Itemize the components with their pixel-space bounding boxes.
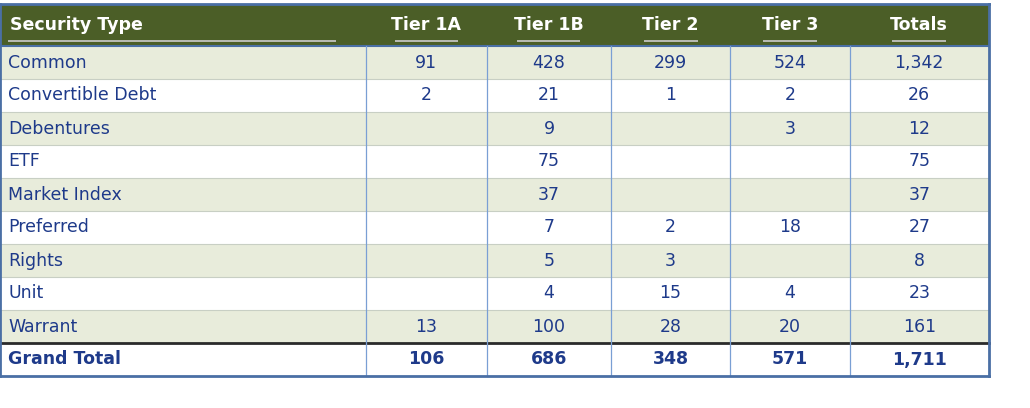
Text: Totals: Totals — [890, 16, 949, 34]
Bar — [0, 79, 989, 112]
Text: 524: 524 — [774, 53, 806, 71]
Text: 299: 299 — [654, 53, 687, 71]
Text: Warrant: Warrant — [8, 317, 77, 335]
Text: Tier 3: Tier 3 — [762, 16, 818, 34]
Text: 5: 5 — [544, 251, 554, 270]
Text: 686: 686 — [530, 350, 568, 368]
Text: Common: Common — [8, 53, 87, 71]
Text: 7: 7 — [544, 219, 554, 237]
Text: 106: 106 — [408, 350, 445, 368]
Text: 28: 28 — [659, 317, 682, 335]
Bar — [0, 112, 989, 145]
Text: 161: 161 — [902, 317, 936, 335]
Bar — [0, 310, 989, 343]
Text: 12: 12 — [908, 120, 930, 137]
Text: Debentures: Debentures — [8, 120, 110, 137]
Text: 18: 18 — [779, 219, 801, 237]
Text: 23: 23 — [908, 284, 930, 302]
Text: 75: 75 — [908, 153, 930, 171]
Text: 4: 4 — [544, 284, 554, 302]
Bar — [0, 178, 989, 211]
Text: 3: 3 — [665, 251, 676, 270]
Text: 9: 9 — [544, 120, 554, 137]
Bar — [0, 46, 989, 79]
Bar — [0, 277, 989, 310]
Text: Tier 1B: Tier 1B — [514, 16, 584, 34]
Text: Convertible Debt: Convertible Debt — [8, 86, 157, 104]
Text: 75: 75 — [538, 153, 560, 171]
Text: 4: 4 — [785, 284, 795, 302]
Text: 100: 100 — [533, 317, 565, 335]
Text: 1,711: 1,711 — [892, 350, 947, 368]
Text: 27: 27 — [908, 219, 930, 237]
Text: 8: 8 — [914, 251, 925, 270]
Bar — [0, 244, 989, 277]
Text: 2: 2 — [785, 86, 795, 104]
Text: 1,342: 1,342 — [895, 53, 943, 71]
Text: 348: 348 — [652, 350, 689, 368]
Text: 26: 26 — [908, 86, 930, 104]
Text: 1: 1 — [665, 86, 676, 104]
Text: 91: 91 — [415, 53, 438, 71]
Bar — [0, 211, 989, 244]
Text: 37: 37 — [538, 186, 560, 204]
Text: Security Type: Security Type — [10, 16, 143, 34]
Text: 13: 13 — [415, 317, 438, 335]
Bar — [0, 145, 989, 178]
Text: 21: 21 — [538, 86, 560, 104]
Text: Rights: Rights — [8, 251, 63, 270]
Text: 3: 3 — [785, 120, 795, 137]
Text: Preferred: Preferred — [8, 219, 89, 237]
Bar — [0, 343, 989, 376]
Text: Unit: Unit — [8, 284, 43, 302]
Text: Tier 2: Tier 2 — [643, 16, 698, 34]
Text: Tier 1A: Tier 1A — [391, 16, 461, 34]
Text: 428: 428 — [533, 53, 565, 71]
Text: 20: 20 — [779, 317, 801, 335]
Text: 571: 571 — [771, 350, 809, 368]
Text: ETF: ETF — [8, 153, 40, 171]
Text: 37: 37 — [908, 186, 930, 204]
Text: Grand Total: Grand Total — [8, 350, 121, 368]
Text: Market Index: Market Index — [8, 186, 122, 204]
Bar — [0, 4, 989, 46]
Text: 2: 2 — [665, 219, 676, 237]
Text: 2: 2 — [421, 86, 432, 104]
Text: 15: 15 — [659, 284, 682, 302]
